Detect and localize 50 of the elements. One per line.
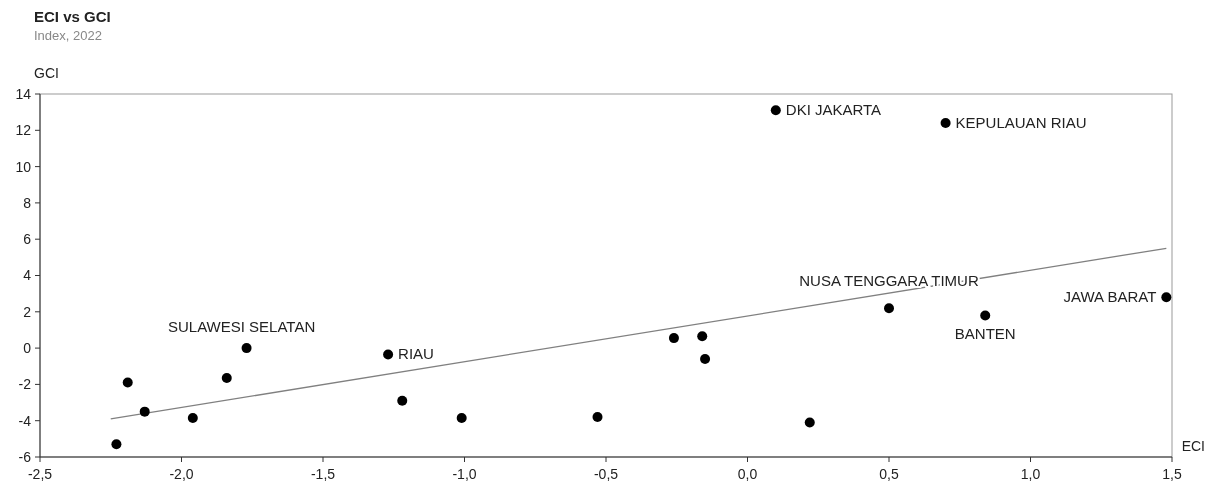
point	[884, 303, 894, 314]
y-tick-label: 12	[15, 122, 32, 139]
point	[980, 310, 991, 321]
point	[592, 412, 603, 423]
x-axis-title: ECI	[1181, 438, 1205, 454]
y-tick-label: 0	[23, 340, 32, 356]
y-tick-label: 2	[23, 303, 32, 320]
point	[241, 343, 252, 354]
x-tick-label: -1,0	[452, 466, 477, 482]
annotation: NUSA TENGGARA TIMUR	[799, 272, 979, 290]
y-tick-label: 8	[23, 194, 32, 211]
x-tick-label: -2,0	[169, 466, 194, 482]
chart-title: ECI vs GCI	[34, 8, 111, 25]
annotation: DKI JAKARTA	[785, 101, 882, 119]
y-tick-label: -6	[18, 448, 32, 465]
point	[697, 331, 708, 342]
x-tick-label: -1,5	[310, 466, 336, 482]
point	[770, 105, 781, 116]
y-axis-title: GCI	[34, 65, 59, 81]
point	[668, 333, 679, 344]
point	[383, 349, 394, 360]
point	[122, 377, 133, 388]
point	[804, 417, 815, 428]
point	[111, 439, 122, 450]
y-tick-label: 6	[23, 231, 32, 248]
point	[397, 395, 408, 406]
x-tick-label: 1,0	[1020, 466, 1041, 482]
y-tick-label: 10	[15, 158, 32, 175]
x-tick-label: 1,5	[1162, 466, 1182, 482]
y-tick-label: -4	[18, 412, 32, 429]
annotation: SULAWESI SELATAN	[167, 318, 316, 336]
annotation: BANTEN	[954, 325, 1016, 343]
annotation: JAWA BARAT	[1063, 288, 1157, 306]
point	[221, 373, 232, 384]
x-tick-label: 0,5	[879, 466, 899, 482]
annotation: RIAU	[398, 345, 434, 363]
point	[700, 353, 711, 364]
point	[139, 406, 150, 417]
x-tick-label: -0,5	[593, 466, 619, 482]
y-tick-label: 4	[23, 267, 32, 284]
point	[187, 412, 198, 423]
point	[1161, 292, 1172, 303]
point	[940, 118, 951, 129]
x-tick-label: -2,5	[27, 466, 53, 482]
point	[456, 412, 467, 423]
y-tick-label: -2	[18, 376, 32, 393]
annotation: KEPULAUAN RIAU	[955, 114, 1087, 132]
x-tick-label: 0,0	[737, 466, 758, 482]
chart-subtitle: Index, 2022	[34, 28, 102, 43]
y-tick-label: 14	[15, 85, 32, 102]
